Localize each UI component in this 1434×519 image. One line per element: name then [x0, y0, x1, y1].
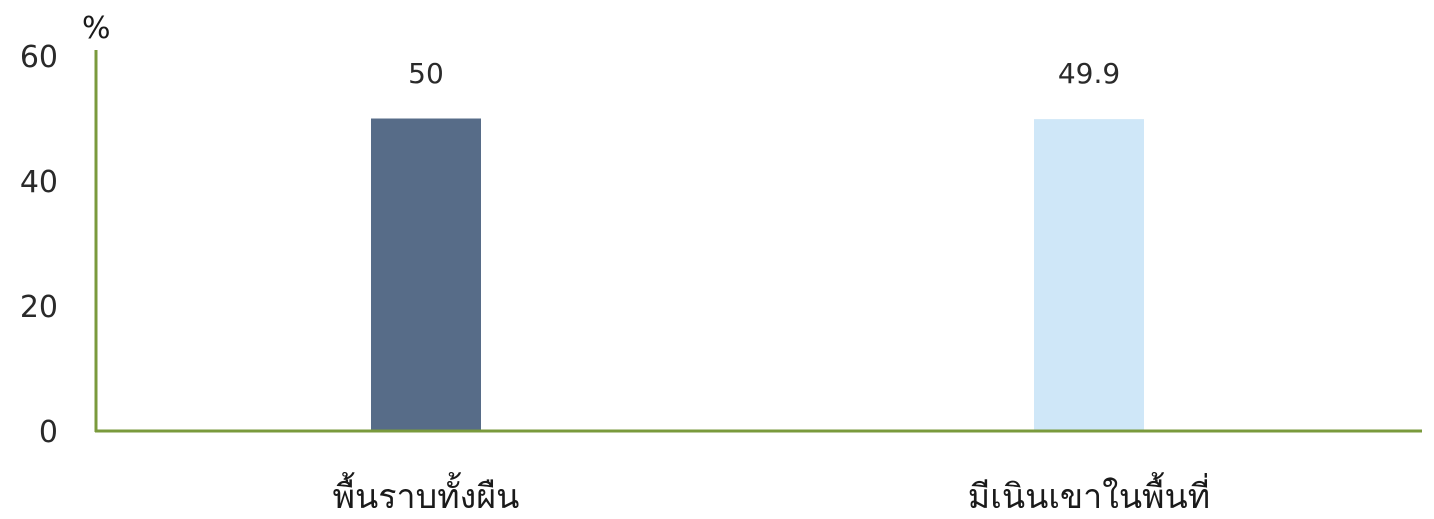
bars [371, 118, 1144, 431]
bar [1034, 119, 1144, 431]
y-tick-label: 60 [20, 40, 58, 75]
y-tick-label: 20 [20, 290, 58, 325]
y-tick-label: 0 [39, 415, 58, 450]
category-labels: พื้นราบทั้งผืน มีเนินเขาในพื้นที่ [333, 472, 1211, 517]
bar-value-label: 49.9 [1058, 57, 1120, 90]
y-tick-label: 40 [20, 165, 58, 200]
bar [371, 118, 481, 431]
bar-value-label: 50 [408, 57, 444, 90]
value-labels: 50 49.9 [408, 57, 1120, 90]
y-axis-ticks: 0 20 40 60 [20, 40, 58, 450]
y-axis-unit-label: % [82, 11, 111, 46]
x-category-label: พื้นราบทั้งผืน [333, 472, 520, 517]
x-category-label: มีเนินเขาในพื้นที่ [968, 472, 1210, 517]
